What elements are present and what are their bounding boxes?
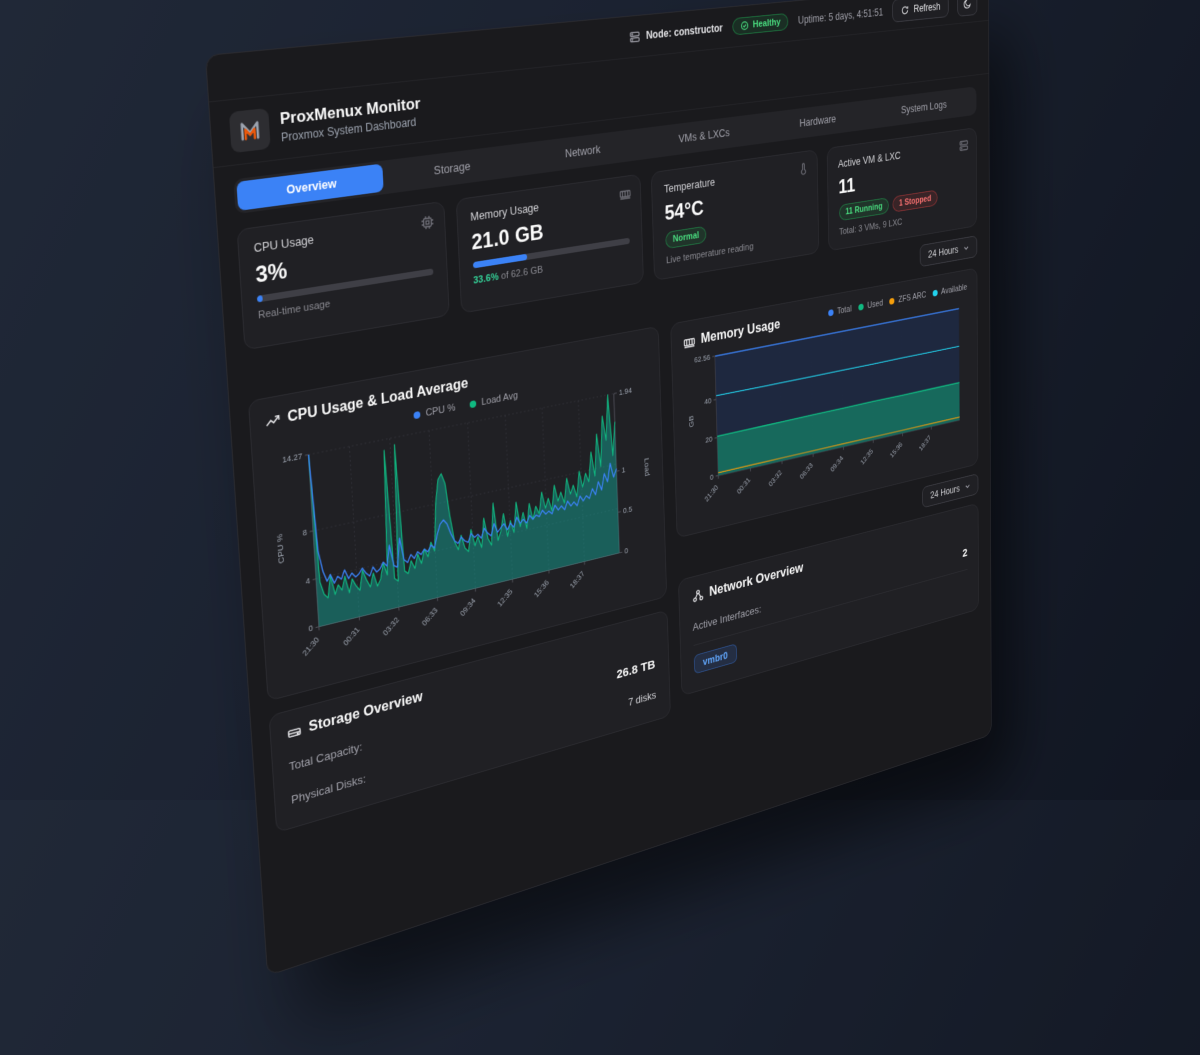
hard-drive-icon: [286, 723, 302, 742]
server-icon: [629, 29, 641, 43]
node-label: Node: constructor: [646, 22, 723, 42]
svg-text:0.5: 0.5: [623, 505, 633, 516]
proxmenux-logo: [229, 108, 271, 153]
check-circle-icon: [741, 20, 750, 31]
row-label: Physical Disks:: [291, 772, 367, 807]
time-range-dropdown-2[interactable]: 24 Hours: [922, 473, 978, 508]
tab-vms-lxcs[interactable]: VMs & LXCs: [644, 116, 762, 157]
node-info: Node: constructor: [629, 21, 723, 43]
svg-text:03:32: 03:32: [381, 616, 401, 638]
svg-text:21:30: 21:30: [301, 635, 321, 657]
legend-item[interactable]: Total: [828, 304, 852, 318]
legend-dot: [470, 400, 477, 408]
svg-text:15:36: 15:36: [532, 578, 550, 599]
moon-icon: [963, 0, 972, 10]
svg-text:14.27: 14.27: [282, 451, 303, 464]
memory-icon: [683, 334, 696, 350]
svg-text:03:32: 03:32: [767, 469, 783, 488]
tab-hardware[interactable]: Hardware: [762, 102, 872, 141]
servers-icon: [959, 139, 969, 157]
svg-text:62.56: 62.56: [694, 353, 710, 365]
svg-text:06:33: 06:33: [798, 461, 814, 480]
row-value: 26.8 TB: [616, 658, 655, 682]
chevron-down-icon: [965, 482, 971, 491]
svg-text:12:35: 12:35: [496, 587, 514, 608]
stopped-badge: 1 Stopped: [893, 190, 938, 213]
svg-text:18:37: 18:37: [917, 434, 932, 452]
svg-text:8: 8: [302, 528, 307, 538]
legend-dot: [932, 290, 937, 297]
svg-text:0: 0: [624, 546, 628, 555]
tab-system-logs[interactable]: System Logs: [872, 89, 975, 126]
temperature-card: Temperature 54°C Normal Live temperature…: [651, 149, 819, 281]
memory-usage-card: Memory Usage 21.0 GB 33.6% of 62.6 GB: [455, 174, 643, 314]
interface-chip: vmbr0: [693, 643, 736, 674]
svg-text:00:31: 00:31: [341, 625, 361, 647]
uptime-text: Uptime: 5 days, 4:51:51: [798, 6, 883, 26]
network-icon: [692, 587, 704, 604]
legend-dot: [858, 303, 863, 310]
svg-text:20: 20: [705, 435, 712, 445]
svg-text:40: 40: [704, 396, 711, 406]
row-value: 2: [962, 546, 967, 560]
chevron-down-icon: [963, 244, 969, 253]
svg-text:Load: Load: [642, 457, 651, 477]
legend-dot: [889, 298, 894, 305]
dashboard-panel: Node: constructor Healthy Uptime: 5 days…: [205, 0, 992, 976]
svg-text:09:34: 09:34: [829, 454, 844, 473]
temperature-status-badge: Normal: [665, 226, 706, 249]
svg-text:GB: GB: [687, 415, 695, 429]
tab-network[interactable]: Network: [518, 131, 645, 174]
svg-text:1: 1: [622, 465, 626, 474]
legend-item[interactable]: Used: [858, 298, 883, 312]
tab-storage[interactable]: Storage: [383, 146, 520, 191]
svg-text:0: 0: [709, 473, 713, 482]
cpu-usage-card: CPU Usage 3% Real-time usage: [237, 201, 450, 350]
legend-item[interactable]: Available: [932, 283, 967, 299]
scene: Node: constructor Healthy Uptime: 5 days…: [205, 55, 1200, 1055]
svg-text:15:36: 15:36: [888, 441, 903, 460]
left-column: CPU Usage & Load Average CPU %Load Avg 0…: [248, 326, 671, 833]
active-vm-lxc-card: Active VM & LXC 11 11 Running 1 Stopped …: [826, 127, 977, 251]
refresh-icon: [901, 4, 910, 15]
row-value: 7 disks: [628, 689, 656, 708]
health-badge: Healthy: [733, 13, 789, 36]
legend-item[interactable]: ZFS ARC: [889, 290, 926, 306]
svg-text:18:37: 18:37: [568, 570, 586, 590]
svg-text:1.94: 1.94: [619, 386, 632, 397]
svg-text:06:33: 06:33: [420, 606, 439, 627]
svg-text:00:31: 00:31: [735, 476, 751, 496]
svg-text:4: 4: [305, 576, 310, 586]
refresh-button[interactable]: Refresh: [892, 0, 949, 23]
cpu-chip-icon: [420, 214, 434, 235]
svg-text:12:35: 12:35: [859, 447, 874, 466]
svg-text:09:34: 09:34: [458, 597, 477, 618]
trending-up-icon: [265, 412, 281, 431]
running-badge: 11 Running: [839, 197, 889, 221]
svg-text:21:30: 21:30: [703, 483, 720, 503]
legend-dot: [828, 309, 833, 316]
tab-overview[interactable]: Overview: [236, 164, 384, 211]
svg-text:CPU %: CPU %: [275, 533, 287, 565]
time-range-dropdown[interactable]: 24 Hours: [920, 235, 977, 267]
thermometer-icon: [798, 161, 809, 180]
memory-icon: [619, 186, 632, 206]
theme-toggle-button[interactable]: [957, 0, 977, 17]
legend-dot: [414, 411, 421, 419]
svg-text:0: 0: [308, 624, 313, 634]
